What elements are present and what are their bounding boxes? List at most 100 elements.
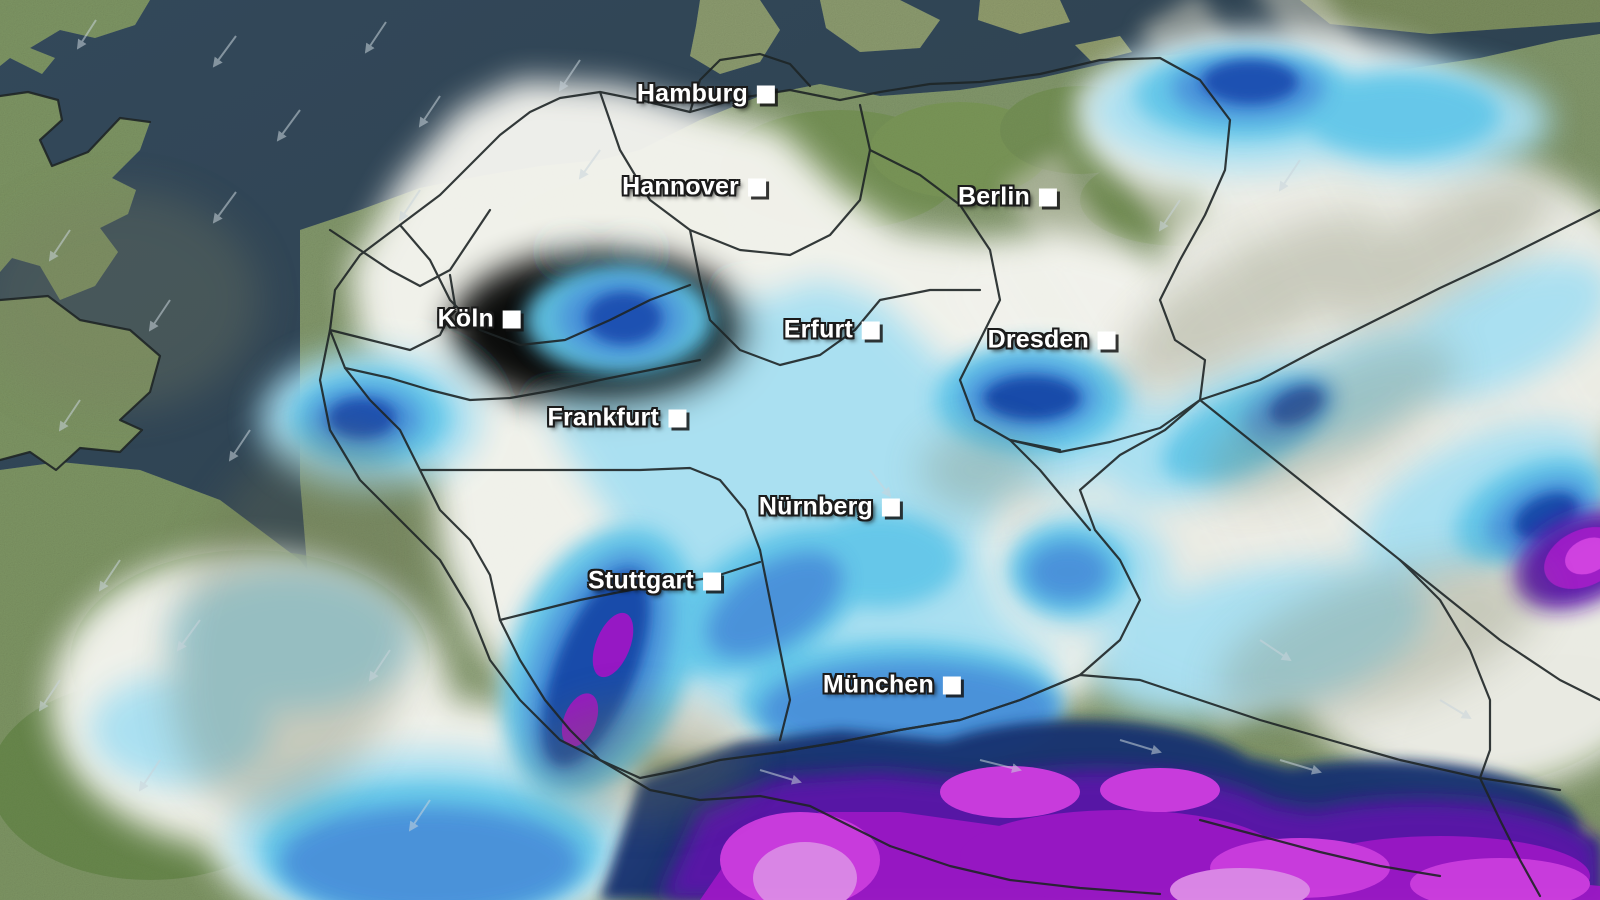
wind-arrow (869, 469, 892, 498)
precip-shape (984, 376, 1080, 420)
city-name: München (822, 670, 934, 699)
precip-shape (586, 292, 662, 344)
city-marker (668, 409, 686, 427)
cloud-patch (1217, 558, 1543, 722)
wind-arrow (1278, 159, 1301, 192)
precip-shape (1565, 537, 1600, 575)
wind-arrow (1439, 699, 1472, 720)
precip-shape (592, 612, 634, 678)
wind-arrow (578, 149, 601, 180)
wind-arrow (368, 649, 391, 682)
city-label-hannover[interactable]: Hannover (622, 173, 766, 202)
city-label-stuttgart[interactable]: Stuttgart (588, 567, 721, 596)
wind-arrow (418, 95, 441, 128)
city-label-berlin[interactable]: Berlin (958, 183, 1057, 212)
border-france-east (318, 328, 602, 762)
border-state (343, 358, 702, 402)
wind-arrow (979, 759, 1022, 773)
land-great-britain (0, 0, 150, 74)
precip-shape (940, 766, 1080, 818)
city-label-koeln[interactable]: Köln (438, 305, 521, 334)
border-denmark-de (688, 52, 812, 114)
city-marker (703, 572, 721, 590)
border-italy (888, 844, 1162, 896)
cloud-patch (920, 430, 1040, 510)
wind-arrow (1279, 759, 1322, 775)
city-name: Hannover (622, 172, 739, 201)
wind-arrow (276, 109, 301, 142)
city-marker (503, 310, 521, 328)
city-name: Stuttgart (588, 566, 694, 595)
wind-arrow (1259, 639, 1292, 662)
border-state (758, 548, 792, 742)
precip-shape (280, 806, 580, 900)
border-switzerland (598, 758, 892, 848)
coastline-britain (0, 90, 152, 168)
precip-shape (1202, 60, 1298, 104)
city-label-nuernberg[interactable]: Nürnberg (759, 493, 900, 522)
city-marker (757, 85, 775, 103)
cloud-patch (530, 700, 750, 820)
wind-arrow (212, 191, 237, 224)
border-state (418, 466, 762, 552)
city-name: Frankfurt (547, 403, 659, 432)
wind-arrow (228, 429, 251, 462)
city-label-dresden[interactable]: Dresden (988, 326, 1116, 355)
border-poland (1198, 208, 1600, 402)
wind-arrow (38, 679, 61, 712)
border-state (398, 223, 692, 347)
land-denmark (690, 0, 780, 74)
wind-arrow (176, 619, 201, 652)
wind-arrow (408, 799, 431, 832)
land-jutland-east (820, 0, 940, 52)
city-marker (862, 321, 880, 339)
border-austria (778, 673, 1562, 792)
city-label-hamburg[interactable]: Hamburg (637, 80, 775, 109)
wind-arrow (558, 59, 581, 92)
cloud-patch (1117, 214, 1383, 386)
city-name: Dresden (987, 325, 1089, 354)
coastline-britain-s (0, 294, 162, 472)
city-label-muenchen[interactable]: München (823, 671, 961, 700)
border-slovakia (1398, 558, 1492, 780)
precip-band-extreme (561, 510, 1600, 900)
city-marker (882, 498, 900, 516)
cloud-patch (170, 426, 430, 814)
city-marker (748, 178, 766, 196)
border-hungary (1478, 776, 1542, 898)
wind-arrow-group (38, 19, 1472, 832)
border-state (868, 148, 1062, 452)
border-state (688, 228, 982, 367)
wind-arrow (148, 299, 171, 332)
border-slovenia (1198, 818, 1442, 878)
precip-shape (1300, 73, 1500, 157)
wind-arrow (58, 399, 81, 432)
precip-shape (1410, 858, 1590, 900)
city-label-frankfurt[interactable]: Frankfurt (547, 404, 686, 433)
city-name: Köln (437, 304, 494, 333)
border-belgium (328, 273, 457, 352)
cloud-patch (1325, 174, 1555, 326)
cloud-patch (1204, 340, 1456, 500)
precip-shape (1026, 542, 1110, 602)
wind-arrow (98, 559, 121, 592)
city-label-erfurt[interactable]: Erfurt (784, 316, 880, 345)
border-state (1008, 438, 1092, 532)
border-state (598, 90, 872, 257)
wind-arrow (138, 759, 161, 792)
city-name: Berlin (957, 182, 1030, 211)
border-netherlands (328, 208, 492, 288)
wind-arrow (364, 21, 387, 54)
city-name: Nürnberg (758, 492, 873, 521)
precip-shape (1170, 868, 1310, 900)
wind-arrow (48, 229, 71, 262)
city-marker (1098, 331, 1116, 349)
city-marker (943, 676, 961, 694)
border-czechia (1008, 398, 1202, 454)
cloud-patch (0, 190, 260, 410)
precip-shape (753, 842, 857, 900)
